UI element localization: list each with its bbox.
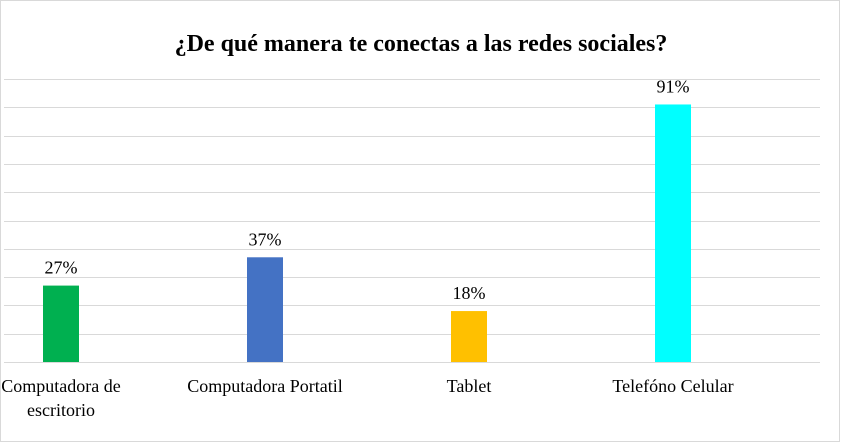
category-label: Computadora de escritorio [1, 376, 120, 420]
bar [655, 104, 691, 362]
data-label: 18% [453, 283, 486, 303]
bar [247, 257, 283, 362]
category-label: Telefóno Celular [612, 376, 733, 396]
data-label: 27% [45, 258, 78, 278]
bars [43, 104, 691, 362]
bar [43, 285, 79, 362]
category-labels: Computadora de escritorio Computadora Port… [1, 376, 733, 420]
data-label: 37% [249, 229, 282, 249]
category-label: Computadora Portatil [187, 376, 342, 396]
data-labels: 27% 37% 18% 91% [45, 76, 690, 303]
chart-title: ¿De qué manera te conectas a las redes s… [175, 31, 668, 57]
bar [451, 311, 487, 362]
gridlines [4, 79, 820, 363]
category-label: Tablet [447, 376, 492, 396]
data-label: 91% [657, 76, 690, 96]
